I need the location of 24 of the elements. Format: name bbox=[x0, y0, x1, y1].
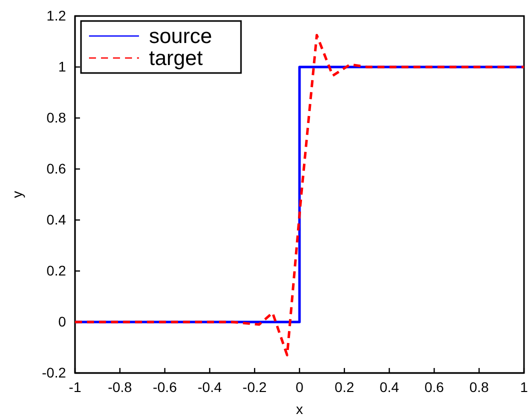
y-tick-label: 1.2 bbox=[46, 7, 66, 24]
y-tick-label: -0.2 bbox=[42, 364, 66, 380]
y-tick-label: 0.4 bbox=[46, 211, 66, 228]
x-axis-title: x bbox=[296, 401, 303, 417]
x-tick-label: -0.6 bbox=[152, 378, 178, 395]
x-tick-label: -0.2 bbox=[242, 378, 267, 395]
y-tick-label: 1 bbox=[58, 58, 66, 74]
x-tick-label: 0 bbox=[296, 378, 304, 395]
x-tick-label: 0.8 bbox=[469, 378, 490, 395]
x-tick-label: -0.4 bbox=[198, 378, 222, 395]
legend-label: target bbox=[149, 47, 203, 70]
y-tick-label: 0.2 bbox=[46, 262, 66, 278]
y-tick-label: 0.8 bbox=[46, 109, 66, 126]
x-tick-label: 0.6 bbox=[424, 378, 444, 395]
x-tick-label: 1 bbox=[520, 378, 528, 395]
legend-label: source bbox=[149, 25, 212, 48]
y-tick-label: 0.6 bbox=[46, 160, 66, 176]
y-axis-title: y bbox=[9, 191, 25, 198]
line-series bbox=[74, 34, 526, 356]
x-tick-label: -0.8 bbox=[108, 378, 132, 395]
x-tick-label: 0.2 bbox=[334, 378, 354, 395]
y-tick-label: 0 bbox=[58, 313, 66, 330]
x-tick-label: 0.4 bbox=[380, 378, 400, 395]
x-tick-label: -1 bbox=[68, 378, 82, 395]
